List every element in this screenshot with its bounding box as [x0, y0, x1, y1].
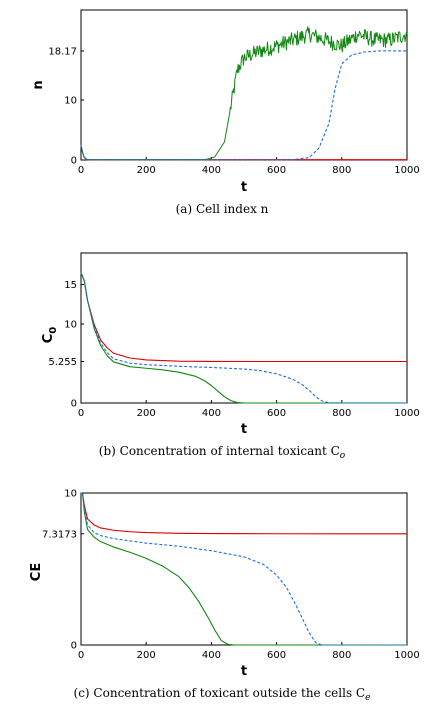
plot-frame	[80, 9, 408, 161]
chart-panel-1: 0 200 400 600 800 1000 0 10 18.17 t n (a) Cell inde…	[31, 9, 420, 216]
x-axis-label: t	[241, 422, 247, 437]
y-tick-label: 5.255	[48, 357, 77, 368]
figure-caption: (b) Concentration of internal toxicant C…	[99, 444, 346, 461]
series-line-3	[80, 492, 407, 646]
x-tick-label: 600	[267, 165, 286, 176]
figure-caption-text: (c) Concentration of toxicant outside th…	[74, 686, 366, 700]
x-axis-label: t	[241, 664, 247, 679]
figure-caption-subscript: o	[340, 451, 346, 461]
x-tick-label: 1000	[394, 408, 419, 419]
series-line-2	[80, 492, 407, 646]
figure-caption-text: (b) Concentration of internal toxicant C	[99, 444, 340, 458]
chart-panel-3: 0 200 400 600 800 1000 0 7.3173 10 t CE (c) Concent…	[29, 489, 420, 704]
y-axis-label: CE	[29, 563, 44, 581]
y-axis-label: C0	[41, 327, 59, 344]
plot-frame	[80, 252, 408, 404]
y-tick-label: 10	[64, 96, 77, 107]
x-tick-label: 400	[202, 650, 221, 661]
plot-frame	[80, 492, 408, 646]
series-line-2	[80, 272, 407, 404]
x-tick-label: 800	[332, 165, 351, 176]
x-tick-label: 600	[267, 650, 286, 661]
x-tick-label: 400	[202, 408, 221, 419]
y-axis-label-text: n	[31, 80, 46, 89]
y-tick-label: 10	[64, 489, 77, 500]
x-tick-label: 0	[78, 165, 84, 176]
x-tick-label: 0	[78, 650, 84, 661]
x-tick-label: 200	[137, 165, 156, 176]
y-tick-label: 0	[71, 641, 77, 652]
x-tick-label: 1000	[394, 165, 419, 176]
series-line-3	[80, 50, 408, 161]
series-line-1	[80, 492, 407, 535]
x-tick-label: 200	[137, 650, 156, 661]
x-tick-label: 400	[202, 165, 221, 176]
y-tick-label: 18.17	[48, 46, 77, 57]
y-tick-label: 7.3173	[42, 529, 77, 540]
series-line-1	[80, 272, 407, 363]
x-tick-label: 800	[332, 650, 351, 661]
y-tick-label: 0	[71, 156, 77, 167]
x-tick-label: 1000	[394, 650, 419, 661]
series-line-2	[80, 26, 408, 161]
series-line-1	[80, 144, 407, 161]
series-line-3	[80, 272, 408, 404]
x-tick-label: 800	[332, 408, 351, 419]
x-tick-label: 0	[78, 408, 84, 419]
y-axis-label-subscript: 0	[48, 327, 59, 334]
figure-caption-subscript: e	[365, 693, 370, 703]
figure-caption-text: (a) Cell index n	[176, 202, 269, 216]
x-axis-label: t	[241, 180, 247, 195]
x-tick-label: 200	[137, 408, 156, 419]
x-tick-label: 600	[267, 408, 286, 419]
figure-caption: (a) Cell index n	[176, 202, 269, 216]
y-tick-label: 10	[64, 320, 77, 331]
y-axis-label-text: CE	[29, 563, 44, 581]
y-axis-label-text: C	[41, 334, 56, 344]
y-axis-label: n	[31, 80, 46, 89]
y-tick-label: 15	[64, 280, 77, 291]
figure-caption: (c) Concentration of toxicant outside th…	[74, 686, 371, 703]
y-tick-label: 0	[71, 399, 77, 410]
